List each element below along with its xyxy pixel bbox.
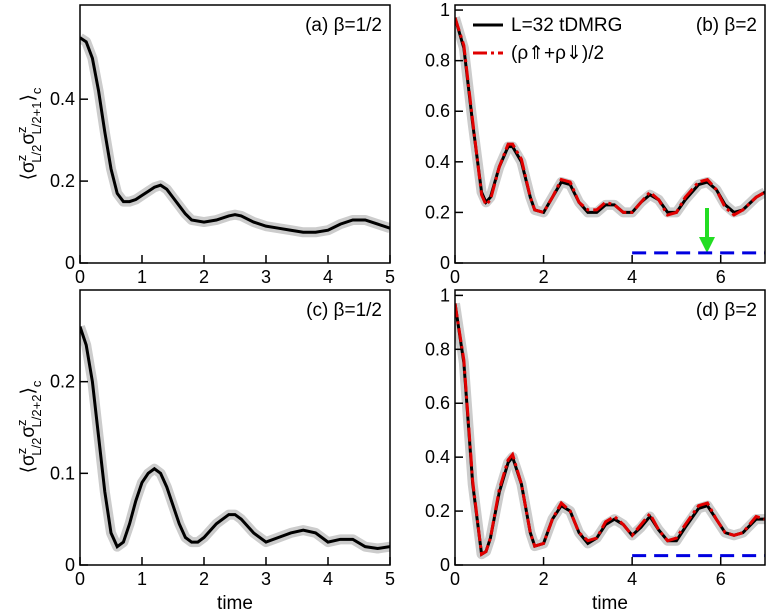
uncertainty-band: [80, 33, 390, 238]
y-label-part: ⟨σ: [18, 454, 39, 473]
x-tick-label: 5: [385, 267, 395, 287]
panel-label: (c) β=1/2: [306, 300, 382, 321]
y-label-part: z: [14, 126, 29, 133]
data-line: [80, 36, 390, 234]
x-tick-label: 1: [137, 267, 147, 287]
y-tick-label: 0.2: [50, 372, 75, 392]
plot-frame: [454, 4, 766, 264]
y-label-part: L/2+2: [29, 395, 44, 428]
uncertainty-band: [455, 16, 765, 218]
panel-label: (d) β=2: [696, 300, 757, 321]
y-label-part: z: [14, 419, 29, 426]
arrow-head: [699, 237, 715, 253]
y-label-part: L/2: [29, 145, 44, 163]
x-tick-label: 4: [323, 267, 333, 287]
y-tick-label: 0: [440, 253, 450, 273]
x-tick-label: 2: [539, 267, 549, 287]
y-tick-label: 0.4: [425, 447, 450, 467]
y-tick-label: 0.2: [425, 202, 450, 222]
x-tick-label: 4: [627, 267, 637, 287]
plot-frame: [79, 289, 391, 566]
y-tick-label: 0.8: [425, 339, 450, 359]
y-axis-label: ⟨σzL/2σzL/2+1⟩c: [14, 87, 44, 180]
y-label-part: c: [29, 87, 44, 94]
y-tick-label: 0.4: [50, 89, 75, 109]
y-label-part: σ: [18, 133, 39, 145]
y-tick-label: 1: [440, 285, 450, 305]
y-label-part: ⟩: [18, 387, 39, 394]
x-tick-label: 3: [261, 569, 271, 589]
x-tick-label: 0: [75, 267, 85, 287]
y-tick-label: 0.8: [425, 51, 450, 71]
uncertainty-band: [455, 302, 765, 560]
x-tick-label: 2: [199, 267, 209, 287]
y-axis-label: ⟨σzL/2σzL/2+2⟩c: [14, 380, 44, 473]
data-line: [455, 303, 765, 557]
x-tick-label: 2: [199, 569, 209, 589]
y-tick-label: 0.2: [50, 171, 75, 191]
data-line: [455, 17, 765, 215]
x-tick-label: 0: [450, 267, 460, 287]
y-label-part: L/2: [29, 438, 44, 456]
panel-label: (a) β=1/2: [305, 15, 382, 36]
y-tick-label: 0.2: [425, 501, 450, 521]
x-tick-label: 0: [75, 569, 85, 589]
x-tick-label: 1: [137, 569, 147, 589]
y-tick-label: 1: [440, 0, 450, 20]
y-tick-label: 0.6: [425, 393, 450, 413]
legend-label: L=32 tDMRG: [511, 15, 622, 36]
plot-frame: [79, 4, 391, 264]
x-tick-label: 0: [450, 569, 460, 589]
y-tick-label: 0: [440, 555, 450, 575]
y-tick-label: 0.4: [425, 152, 450, 172]
x-tick-label: 2: [539, 569, 549, 589]
legend-label: (ρ⇑+ρ⇓)/2: [511, 43, 604, 64]
y-label-part: z: [14, 155, 29, 162]
y-label-part: c: [29, 380, 44, 387]
x-tick-label: 3: [261, 267, 271, 287]
x-axis-label: time: [217, 593, 253, 614]
x-axis-label: time: [592, 593, 628, 614]
y-label-part: z: [14, 448, 29, 455]
x-tick-label: 6: [716, 569, 726, 589]
x-tick-label: 5: [385, 569, 395, 589]
y-tick-label: 0.6: [425, 101, 450, 121]
x-tick-label: 6: [716, 267, 726, 287]
panel-label: (b) β=2: [696, 15, 757, 36]
y-tick-label: 0: [65, 555, 75, 575]
x-tick-label: 4: [323, 569, 333, 589]
y-tick-label: 0.1: [50, 463, 75, 483]
y-label-part: ⟨σ: [18, 161, 39, 180]
y-tick-label: 0: [65, 253, 75, 273]
y-label-part: ⟩: [18, 94, 39, 101]
plot-frame: [454, 289, 766, 566]
y-label-part: L/2+1: [29, 102, 44, 135]
data-line: [80, 326, 390, 551]
x-tick-label: 4: [627, 569, 637, 589]
data-line: [455, 17, 765, 217]
y-label-part: σ: [18, 426, 39, 438]
